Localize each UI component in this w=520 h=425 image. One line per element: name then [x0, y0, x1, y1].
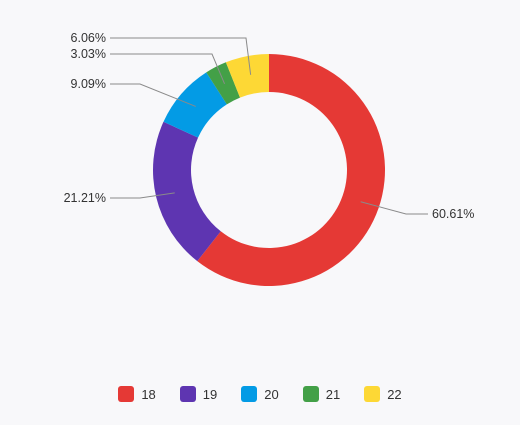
data-label-22: 6.06%: [71, 31, 106, 45]
leader-line-21: [110, 53, 226, 84]
legend-item-22[interactable]: 22: [364, 386, 402, 402]
data-label-20: 9.09%: [71, 77, 106, 91]
legend-swatch-18: [118, 386, 135, 402]
leader-line-20: [110, 83, 196, 107]
donut-slice-21[interactable]: [206, 62, 241, 105]
chart-legend: 18 19 20 21 22: [0, 386, 520, 402]
legend-label-19: 19: [202, 386, 218, 402]
legend-swatch-22: [364, 386, 381, 402]
data-label-19: 21.21%: [64, 191, 106, 205]
donut-slice-19[interactable]: [152, 121, 221, 262]
legend-swatch-21: [302, 386, 319, 402]
legend-item-21[interactable]: 21: [302, 386, 341, 402]
donut-slice-18[interactable]: [197, 54, 386, 286]
legend-item-18[interactable]: 18: [118, 386, 156, 402]
legend-label-20: 20: [264, 386, 279, 402]
legend-label-21: 21: [325, 386, 341, 402]
donut-slice-20[interactable]: [163, 72, 227, 138]
legend-swatch-20: [241, 386, 258, 402]
leader-line-18: [360, 201, 428, 215]
legend-label-22: 22: [387, 386, 402, 402]
data-label-18: 60.61%: [432, 207, 474, 221]
donut-chart: 60.61% 21.21% 9.09% 3.03% 6.06%: [64, 31, 474, 286]
leader-line-22: [110, 37, 252, 75]
leader-line-19: [110, 192, 175, 199]
legend-item-19[interactable]: 19: [179, 386, 218, 402]
legend-item-20[interactable]: 20: [241, 386, 279, 402]
legend-label-18: 18: [141, 386, 156, 402]
legend-swatch-19: [179, 386, 196, 402]
donut-slice-22[interactable]: [225, 54, 269, 98]
data-label-21: 3.03%: [71, 47, 106, 61]
